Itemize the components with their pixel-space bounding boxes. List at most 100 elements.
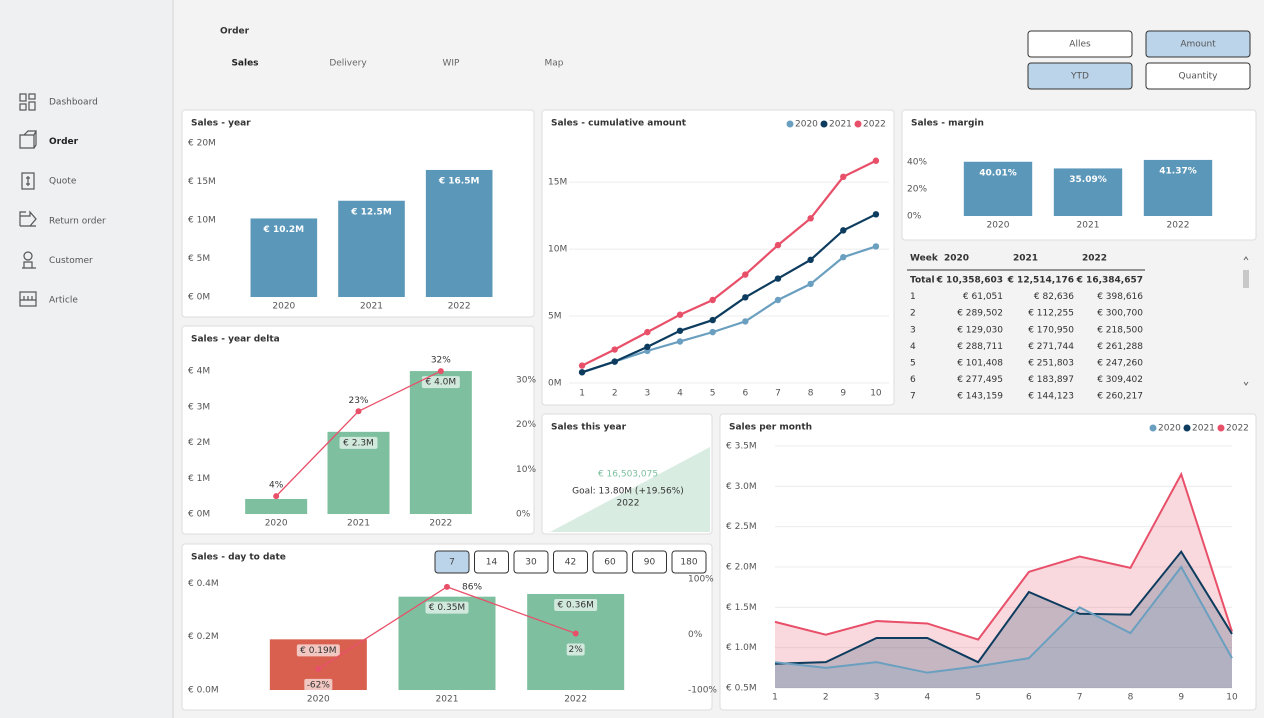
bar — [250, 218, 318, 297]
point — [611, 358, 618, 365]
x-tick-label: 2 — [823, 693, 829, 703]
point — [807, 280, 814, 288]
x-tick-label: 2022 — [429, 519, 452, 529]
sidebar-item[interactable]: Return order — [49, 216, 106, 226]
table-cell: € 112,255 — [1028, 309, 1074, 319]
point — [872, 157, 880, 164]
period-button[interactable]: 180 — [671, 550, 707, 574]
sidebar-item[interactable]: Article — [49, 296, 78, 306]
value-label: € 16.5M — [438, 176, 480, 186]
legend-swatch — [1183, 424, 1191, 432]
period-label: 30 — [525, 558, 537, 568]
period-button[interactable]: 60 — [592, 550, 628, 574]
x-tick-label: 1 — [579, 389, 585, 399]
y-tick-label: 0% — [516, 510, 531, 520]
table-cell: € 101,408 — [957, 359, 1003, 369]
value-label: 23% — [348, 396, 368, 406]
tab[interactable]: Sales — [231, 59, 258, 69]
table-cell: € 288,711 — [957, 342, 1003, 352]
bar — [963, 161, 1033, 216]
point — [644, 328, 651, 336]
legend-label: 2021 — [829, 120, 852, 130]
value-label: € 0.36M — [557, 601, 593, 611]
x-tick-label: 3 — [645, 389, 651, 399]
bar — [1143, 159, 1213, 216]
point — [807, 215, 814, 222]
card — [541, 109, 895, 406]
value-label: -62% — [307, 680, 331, 690]
tab[interactable]: Delivery — [329, 59, 367, 69]
table-cell: € 12,514,176 — [1007, 276, 1074, 286]
y-tick-label: € 3M — [188, 402, 210, 412]
table-cell: 4 — [910, 342, 916, 352]
toggle-box — [1027, 30, 1133, 58]
table-cell: € 251,803 — [1028, 359, 1074, 369]
sidebar-item[interactable]: Order — [49, 137, 79, 147]
period-label: 60 — [604, 558, 616, 568]
x-tick-label: 2020 — [307, 695, 330, 705]
table-cell: € 271,744 — [1028, 342, 1074, 352]
table-cell: € 10,358,603 — [936, 276, 1003, 286]
period-button[interactable]: 14 — [474, 550, 509, 574]
toggle-button[interactable]: YTD — [1027, 62, 1133, 90]
y-tick-label: € 0.0M — [188, 686, 219, 696]
card-title: Sales - margin — [911, 119, 984, 129]
value-label: 40.01% — [979, 168, 1017, 178]
period-label: 42 — [565, 558, 576, 568]
sidebar-icons — [19, 93, 37, 307]
point — [676, 338, 684, 345]
period-button[interactable]: 42 — [553, 550, 588, 574]
period-button[interactable]: 30 — [513, 550, 549, 574]
period-button[interactable]: 90 — [632, 550, 667, 574]
kpi-goal: Goal: 13.80M (+19.56%) — [572, 487, 684, 497]
toggle-button[interactable]: Amount — [1145, 30, 1251, 58]
point — [872, 243, 880, 250]
x-tick-label: 2021 — [347, 519, 370, 529]
y-tick-label: € 3.5M — [726, 442, 757, 452]
point — [273, 493, 280, 500]
x-tick-label: 2020 — [272, 302, 295, 312]
table-header: 2022 — [1082, 254, 1107, 264]
sidebar-item[interactable]: Dashboard — [49, 98, 98, 108]
point — [676, 311, 684, 318]
kpi-value: € 16,503,075 — [598, 470, 658, 480]
scrollbar[interactable] — [1243, 256, 1249, 386]
sidebar-item[interactable]: Customer — [49, 256, 93, 266]
legend-swatch — [1217, 424, 1225, 432]
table-cell: 7 — [910, 392, 916, 402]
x-tick-label: 8 — [1128, 693, 1134, 703]
y-tick-label: 40% — [907, 157, 927, 167]
toggle-button[interactable]: Quantity — [1145, 62, 1251, 90]
point — [872, 211, 880, 218]
point — [709, 328, 716, 336]
period-box — [632, 550, 667, 574]
toggle-button[interactable]: Alles — [1027, 30, 1133, 58]
table-cell: 1 — [910, 292, 916, 302]
value-label: 41.37% — [1159, 166, 1197, 176]
table-cell: € 398,616 — [1097, 292, 1143, 302]
value-label: 35.09% — [1069, 175, 1107, 185]
legend-label: 2020 — [1158, 424, 1181, 434]
x-tick-label: 1 — [772, 693, 778, 703]
y-tick-label: € 0.5M — [726, 684, 757, 694]
tab[interactable]: WIP — [443, 59, 461, 69]
legend-swatch — [1149, 424, 1157, 432]
x-tick-label: 9 — [840, 389, 846, 399]
table-cell: € 143,159 — [957, 392, 1003, 402]
legend-swatch — [786, 120, 794, 128]
point — [709, 316, 716, 324]
point — [709, 296, 716, 304]
label-box — [421, 376, 460, 389]
y-tick-label: 5M — [548, 312, 562, 322]
tab[interactable]: Map — [545, 59, 564, 69]
series-area — [775, 567, 1232, 688]
y-tick-label: -100% — [688, 686, 717, 696]
period-label: 7 — [449, 558, 455, 568]
card-title: Sales - day to date — [191, 553, 286, 563]
x-tick-label: 2021 — [436, 695, 459, 705]
bar — [425, 169, 493, 297]
value-label: € 0.35M — [429, 603, 465, 613]
period-button[interactable]: 7 — [434, 550, 470, 574]
period-box — [434, 550, 470, 574]
sidebar-item[interactable]: Quote — [49, 177, 77, 187]
